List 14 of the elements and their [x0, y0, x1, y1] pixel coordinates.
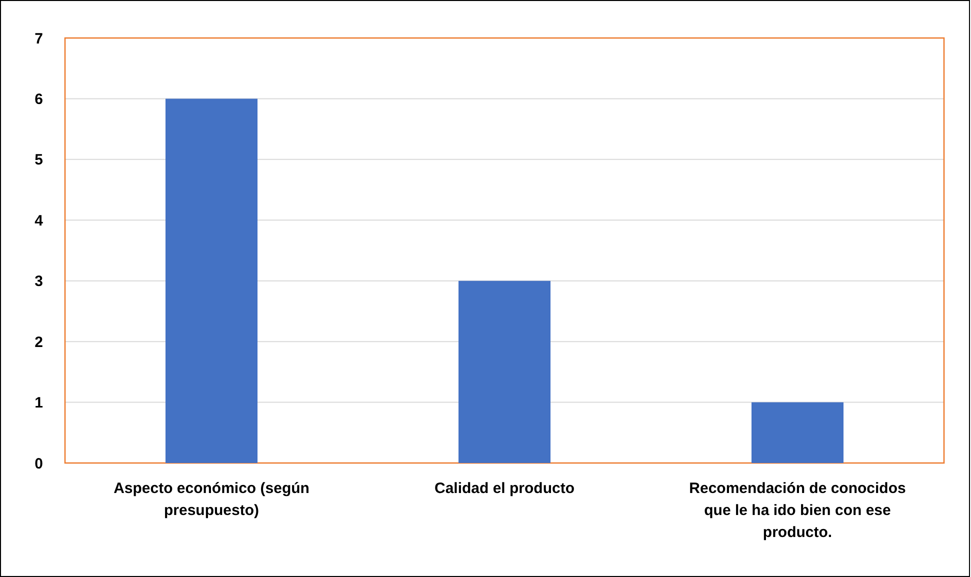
x-tick-label: Calidad el producto — [434, 480, 575, 497]
y-tick-label: 0 — [34, 455, 43, 472]
y-tick-label: 5 — [34, 152, 43, 169]
y-tick-label: 1 — [34, 394, 43, 412]
y-tick-label: 4 — [34, 212, 44, 230]
bar — [458, 280, 550, 463]
y-tick-label: 2 — [34, 334, 43, 351]
y-tick-label: 6 — [34, 90, 43, 108]
bar — [166, 98, 258, 463]
x-tick-label: Recomendación de conocidos que le ha ido bien con ese producto. — [689, 480, 906, 541]
y-tick-label: 3 — [34, 273, 43, 290]
bar — [752, 402, 844, 463]
y-tick-label: 7 — [34, 30, 43, 48]
x-tick-label: Aspecto económico (según presupuesto) — [114, 480, 310, 519]
